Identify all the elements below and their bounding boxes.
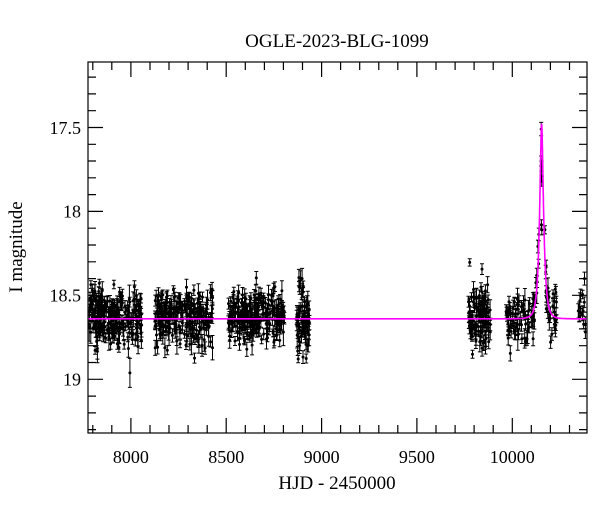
x-axis-label: HJD - 2450000	[278, 473, 395, 494]
error-bars	[88, 121, 587, 388]
data-layer	[88, 121, 587, 388]
y-tick-label-19: 19	[63, 370, 81, 390]
model-light-curve	[88, 123, 587, 320]
y-tick-label-17.5: 17.5	[50, 118, 82, 138]
x-tick-label-9000: 9000	[304, 447, 340, 467]
plot-title: OGLE-2023-BLG-1099	[245, 31, 429, 52]
plot-border	[87, 61, 588, 434]
y-axis-label: I magnitude	[6, 201, 27, 292]
axis-ticks	[88, 62, 587, 433]
generated-plot-layer: 8000 8500 9000 9500 10000 17.5 18 18.5 19	[50, 61, 588, 467]
x-tick-label-9500: 9500	[399, 447, 435, 467]
y-tick-label-18.5: 18.5	[50, 286, 82, 306]
y-tick-label-18: 18	[63, 202, 81, 222]
x-tick-label-8000: 8000	[113, 447, 149, 467]
x-tick-label-10000: 10000	[490, 447, 535, 467]
x-tick-label-8500: 8500	[208, 447, 244, 467]
